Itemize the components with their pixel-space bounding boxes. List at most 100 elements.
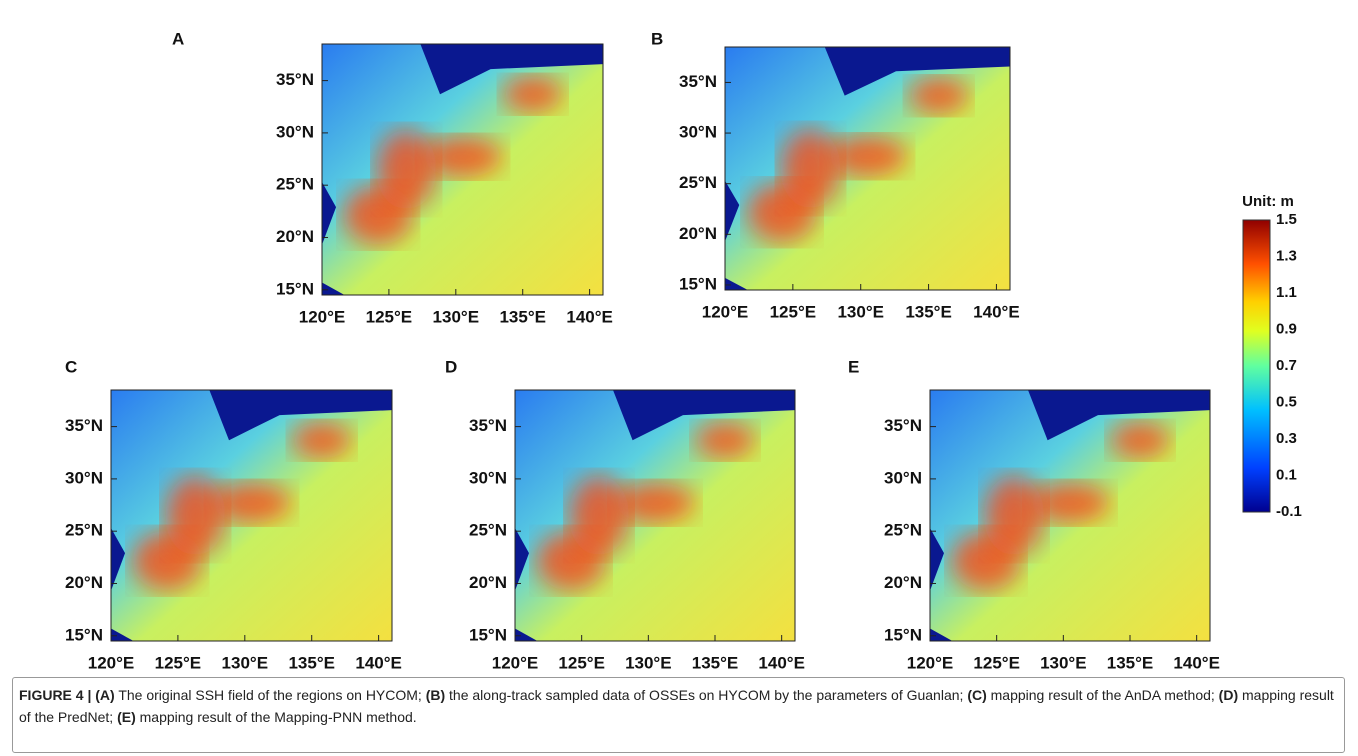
panel-label: E (848, 357, 859, 376)
colorbar-tick-label: 0.1 (1276, 466, 1297, 483)
land (824, 47, 1010, 96)
caption-text: (E) (117, 709, 136, 725)
caption-text: mapping result of the PredNet; (19, 687, 1334, 725)
caption-text: mapping result of the Mapping-PNN method… (135, 709, 417, 725)
colorbar-tick-label: 1.3 (1276, 247, 1297, 264)
lon-tick-label: 135°E (288, 653, 335, 672)
map-frame (929, 389, 1211, 642)
warm-eddy (827, 136, 908, 177)
lon-tick-label: 130°E (222, 653, 269, 672)
warm-eddy (502, 76, 563, 113)
lat-tick-label: 35°N (276, 70, 314, 89)
caption-text: (D) (1218, 687, 1239, 703)
map (321, 43, 604, 296)
map-field (322, 44, 603, 295)
map-frame (724, 46, 1011, 291)
lon-tick-label: 120°E (88, 653, 135, 672)
lat-tick-label: 25°N (884, 521, 922, 540)
lat-tick-label: 20°N (884, 573, 922, 592)
warm-eddy (908, 77, 969, 114)
land (420, 44, 603, 95)
lat-tick-label: 30°N (276, 122, 314, 141)
lon-tick-label: 140°E (758, 653, 805, 672)
land (613, 390, 795, 441)
caption-text: (A) (95, 687, 115, 703)
lon-tick-label: 125°E (366, 307, 413, 326)
land (1028, 390, 1210, 441)
map (110, 389, 393, 642)
colorbar-tick-label: 0.9 (1276, 320, 1297, 337)
caption-text: the along-track sampled data of OSSEs on… (445, 687, 968, 703)
lon-tick-label: 135°E (905, 302, 952, 321)
lon-tick-label: 130°E (433, 307, 480, 326)
warm-eddy (211, 482, 292, 523)
colorbar-tick-label: 1.5 (1276, 211, 1297, 228)
colorbar (1242, 219, 1271, 513)
warm-eddy (165, 475, 226, 556)
lat-tick-label: 35°N (884, 416, 922, 435)
lat-tick-label: 20°N (65, 573, 103, 592)
caption-text: (B) (425, 687, 446, 703)
warm-eddy (291, 422, 352, 459)
lat-tick-label: 20°N (276, 227, 314, 246)
lon-tick-label: 130°E (625, 653, 672, 672)
map-frame (321, 43, 604, 296)
land (725, 180, 748, 290)
map-frame (514, 389, 796, 642)
colorbar-tick-label: -0.1 (1276, 503, 1302, 520)
lon-tick-label: 125°E (558, 653, 605, 672)
lat-tick-label: 30°N (469, 468, 507, 487)
lat-tick-label: 15°N (469, 625, 507, 644)
map-field (515, 390, 795, 641)
panel-label: B (651, 29, 663, 48)
warm-eddy (695, 422, 755, 459)
warm-eddy (984, 475, 1044, 556)
lat-tick-label: 15°N (679, 274, 717, 293)
lon-tick-label: 130°E (837, 302, 884, 321)
panel-label: C (65, 357, 77, 376)
lon-tick-label: 130°E (1040, 653, 1087, 672)
lon-tick-label: 140°E (1173, 653, 1220, 672)
map (929, 389, 1211, 642)
map (514, 389, 796, 642)
colorbar-tick-label: 0.7 (1276, 357, 1297, 374)
map-field (725, 47, 1010, 290)
lat-tick-label: 15°N (884, 625, 922, 644)
lat-tick-label: 30°N (65, 468, 103, 487)
lon-tick-label: 140°E (355, 653, 402, 672)
land (322, 182, 345, 295)
panel-label: D (445, 357, 457, 376)
lon-tick-label: 120°E (702, 302, 749, 321)
caption: FIGURE 4 | (A) The original SSH field of… (12, 677, 1345, 753)
lat-tick-label: 35°N (65, 416, 103, 435)
lon-tick-label: 135°E (692, 653, 739, 672)
caption-text: FIGURE 4 | (19, 687, 96, 703)
lat-tick-label: 20°N (679, 224, 717, 243)
lat-tick-label: 25°N (469, 521, 507, 540)
colorbar-tick-label: 0.3 (1276, 430, 1297, 447)
lat-tick-label: 30°N (884, 468, 922, 487)
warm-eddy (1110, 422, 1170, 459)
land (111, 528, 134, 641)
warm-eddy (569, 475, 629, 556)
lat-tick-label: 35°N (469, 416, 507, 435)
land (515, 528, 538, 641)
lat-tick-label: 30°N (679, 123, 717, 142)
lon-tick-label: 125°E (155, 653, 202, 672)
lat-tick-label: 35°N (679, 72, 717, 91)
lon-tick-label: 125°E (770, 302, 817, 321)
map-frame (110, 389, 393, 642)
lat-tick-label: 25°N (679, 173, 717, 192)
land (209, 390, 392, 441)
lat-tick-label: 25°N (65, 521, 103, 540)
land (930, 528, 953, 641)
lon-tick-label: 120°E (907, 653, 954, 672)
warm-eddy (1030, 482, 1110, 523)
map (724, 46, 1011, 291)
lon-tick-label: 135°E (499, 307, 546, 326)
warm-eddy (780, 128, 841, 209)
lat-tick-label: 20°N (469, 573, 507, 592)
figure: Unit: m A 35°N 30°N 25°N 20°N 15°N 120°E 125°E 1… (65, 29, 1302, 672)
lon-tick-label: 120°E (492, 653, 539, 672)
